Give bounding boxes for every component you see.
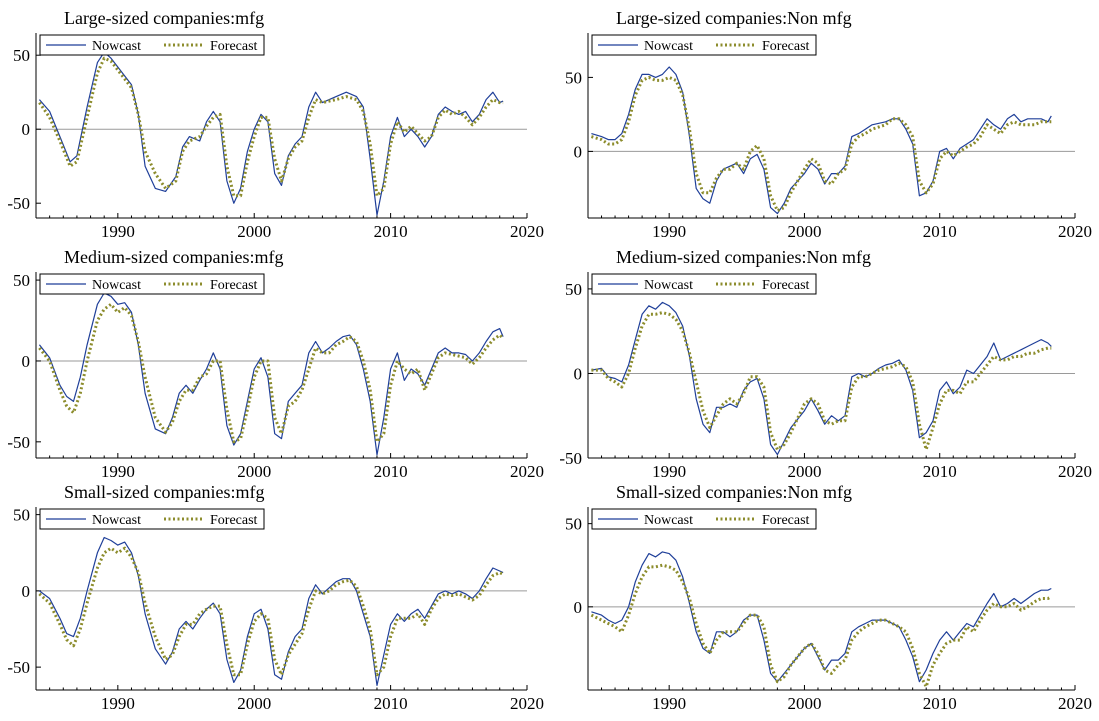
chart-panel-6: Small-sized companies:Non mfg 1990 2000 201… [565, 482, 1092, 713]
series-line-nowcast [591, 301, 1052, 456]
chart-title: Medium-sized companies:Non mfg [616, 247, 871, 267]
chart-panel-4: Medium-sized companies:Non mfg 1990 2000 20… [559, 247, 1092, 481]
x-tick-label: 2010 [374, 462, 408, 481]
x-tick-label: 2010 [923, 694, 957, 713]
x-tick-label: 1990 [101, 694, 135, 713]
series-line-forecast [590, 75, 1052, 213]
legend-label-forecast: Forecast [762, 513, 810, 528]
chart-title: Large-sized companies:mfg [64, 8, 264, 28]
legend-label-forecast: Forecast [762, 39, 810, 54]
x-tick-label: 1990 [101, 222, 135, 241]
chart-panel-5: Small-sized companies:mfg 1990 2000 2010 202… [7, 482, 544, 713]
x-tick-label: 1990 [101, 462, 135, 481]
y-tick-label: -50 [7, 658, 30, 677]
chart-panel-3: Medium-sized companies:mfg 1990 2000 2010 20… [7, 247, 544, 481]
legend-label-forecast: Forecast [210, 278, 258, 293]
x-tick-label: 2000 [787, 462, 821, 481]
x-tick-label: 2020 [510, 222, 544, 241]
legend-box [39, 273, 265, 295]
y-tick-label: 50 [565, 280, 582, 299]
legend-label-nowcast: Nowcast [644, 513, 693, 528]
x-tick-label: 2010 [923, 222, 957, 241]
legend-label-forecast: Forecast [210, 39, 258, 54]
chart-panel-1: Large-sized companies:mfg 1990 2000 2010 202… [7, 8, 544, 241]
chart-panel-2: Large-sized companies:Non mfg 1990 2000 201… [565, 8, 1092, 241]
x-tick-label: 2000 [787, 694, 821, 713]
series-line-nowcast [39, 536, 504, 686]
x-tick-label: 2020 [510, 694, 544, 713]
legend-box [591, 273, 817, 295]
legend-label-nowcast: Nowcast [92, 513, 141, 528]
legend-label-nowcast: Nowcast [92, 39, 141, 54]
x-tick-label: 1990 [652, 462, 686, 481]
legend-box [39, 508, 265, 530]
legend-label-nowcast: Nowcast [92, 278, 141, 293]
y-tick-label: 0 [574, 364, 583, 383]
legend-box [39, 34, 265, 56]
x-tick-label: 2020 [1058, 694, 1092, 713]
y-tick-label: 50 [565, 68, 582, 87]
series-line-nowcast [38, 292, 504, 456]
legend-box [591, 34, 817, 56]
chart-title: Small-sized companies:mfg [64, 482, 264, 502]
x-tick-label: 2020 [1058, 462, 1092, 481]
legend-label-nowcast: Nowcast [644, 278, 693, 293]
y-tick-label: 50 [13, 46, 30, 65]
legend-box [591, 508, 817, 530]
series-line-forecast [38, 546, 504, 677]
chart-title: Large-sized companies:Non mfg [616, 8, 852, 28]
y-tick-label: 0 [22, 352, 31, 371]
x-tick-label: 2000 [787, 222, 821, 241]
chart-title: Small-sized companies:Non mfg [616, 482, 852, 502]
series-line-nowcast [591, 66, 1052, 215]
x-tick-label: 2000 [237, 694, 271, 713]
y-tick-label: 0 [574, 142, 583, 161]
series-line-nowcast [591, 551, 1052, 683]
x-tick-label: 1990 [652, 222, 686, 241]
x-tick-label: 2010 [923, 462, 957, 481]
y-tick-label: -50 [559, 449, 582, 468]
series-line-forecast [590, 563, 1052, 689]
y-tick-label: -50 [7, 433, 30, 452]
series-line-forecast [38, 302, 505, 444]
y-tick-label: -50 [7, 194, 30, 213]
legend-label-nowcast: Nowcast [644, 39, 693, 54]
x-tick-label: 2000 [237, 222, 271, 241]
y-tick-label: 50 [13, 271, 30, 290]
y-tick-label: 50 [13, 506, 30, 525]
series-line-forecast [591, 311, 1052, 451]
x-tick-label: 1990 [652, 694, 686, 713]
x-tick-label: 2020 [510, 462, 544, 481]
x-tick-label: 2010 [374, 694, 408, 713]
y-tick-label: 0 [22, 582, 31, 601]
legend-label-forecast: Forecast [210, 513, 258, 528]
x-tick-label: 2010 [374, 222, 408, 241]
y-tick-label: 50 [565, 515, 582, 534]
chart-title: Medium-sized companies:mfg [64, 247, 283, 267]
legend-label-forecast: Forecast [762, 278, 810, 293]
x-tick-label: 2020 [1058, 222, 1092, 241]
y-tick-label: 0 [22, 120, 31, 139]
y-tick-label: 0 [574, 598, 583, 617]
series-line-forecast [38, 56, 504, 198]
x-tick-label: 2000 [237, 462, 271, 481]
